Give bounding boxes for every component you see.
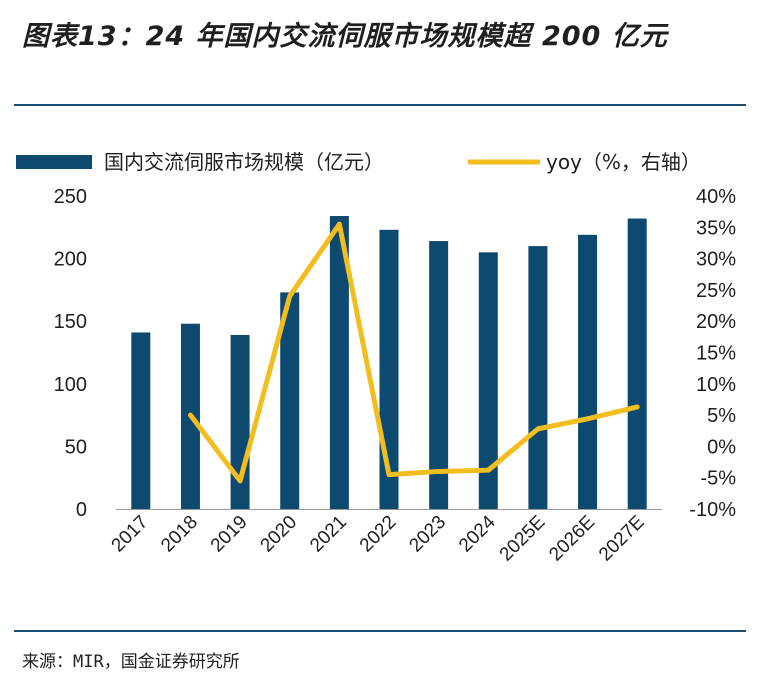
top-divider [14,104,746,106]
right-tick-label: 15% [696,343,736,365]
right-tick-label: -10% [689,499,736,521]
bar-2023 [429,241,449,509]
right-tick-label: -5% [700,468,736,490]
x-tick-label: 2025E [496,512,550,566]
x-tick-label: 2020 [257,512,302,557]
x-tick-label: 2023 [405,512,450,557]
right-tick-label: 40% [696,186,736,208]
bar-2021 [329,216,349,510]
bar-2026E [578,234,598,509]
right-tick-label: 5% [707,405,736,427]
left-axis: 0 50 100 150 200 250 [54,186,87,521]
bar-2020 [280,292,300,509]
right-tick-label: 30% [696,249,736,271]
x-tick-label: 2021 [306,512,351,557]
left-tick-label: 200 [54,249,87,271]
left-tick-label: 250 [54,186,87,208]
left-tick-label: 100 [54,374,87,396]
right-tick-label: 0% [707,436,736,458]
legend: 国内交流伺服市场规模（亿元） yoy（%，右轴） [16,150,701,174]
x-tick-label: 2018 [157,512,202,557]
bottom-divider [14,630,746,632]
x-tick-label: 2017 [108,512,153,557]
x-tick-label: 2024 [455,511,500,556]
x-tick-label: 2019 [207,512,252,557]
x-tick-label: 2027E [595,512,649,566]
bar-2017 [131,332,151,509]
legend-label-bars: 国内交流伺服市场规模（亿元） [104,150,384,174]
source-note: 来源：MIR，国金证券研究所 [22,652,240,672]
right-tick-label: 10% [696,374,736,396]
x-axis: 2017 2018 2019 2020 2021 2022 2023 20242025E202… [108,509,662,566]
left-tick-label: 50 [65,436,87,458]
x-tick-label: 2022 [356,512,401,557]
left-tick-label: 0 [76,499,87,521]
right-tick-label: 35% [696,217,736,239]
yoy-series [187,221,640,484]
legend-label-line: yoy（%，右轴） [546,150,701,174]
legend-swatch-bars [16,155,92,169]
bar-2027E [627,218,647,509]
x-tick-label: 2026E [545,512,599,566]
bar-2024 [478,252,498,509]
yoy-line [187,221,640,484]
right-tick-label: 25% [696,280,736,302]
chart-title: 图表13：24 年国内交流伺服市场规模超 200 亿元 [22,21,668,52]
bar-2025E [528,246,548,509]
right-axis: 40% 35% 30% 25% 20% 15% 10% 5% 0% -5% -10% [689,186,736,521]
left-tick-label: 150 [54,311,87,333]
right-tick-label: 20% [696,311,736,333]
